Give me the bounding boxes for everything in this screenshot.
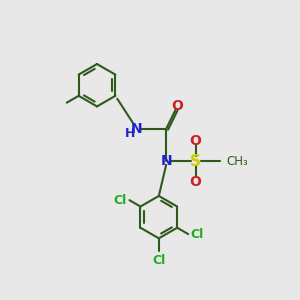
Text: O: O [171,99,183,113]
Text: H: H [125,127,136,140]
Text: O: O [190,134,202,148]
Text: Cl: Cl [114,194,127,207]
Text: Cl: Cl [190,228,204,241]
Text: CH₃: CH₃ [226,155,248,168]
Text: O: O [190,175,202,189]
Text: N: N [131,122,142,136]
Text: S: S [190,154,201,169]
Text: Cl: Cl [152,254,166,267]
Text: N: N [160,154,172,168]
